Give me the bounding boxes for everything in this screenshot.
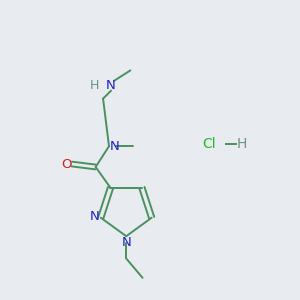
Text: N: N xyxy=(110,140,119,153)
Text: O: O xyxy=(61,158,72,170)
Text: N: N xyxy=(89,210,99,223)
Text: N: N xyxy=(106,79,116,92)
Text: H: H xyxy=(237,137,247,151)
Text: Cl: Cl xyxy=(202,137,216,151)
Text: N: N xyxy=(121,236,131,249)
Text: H: H xyxy=(90,79,99,92)
